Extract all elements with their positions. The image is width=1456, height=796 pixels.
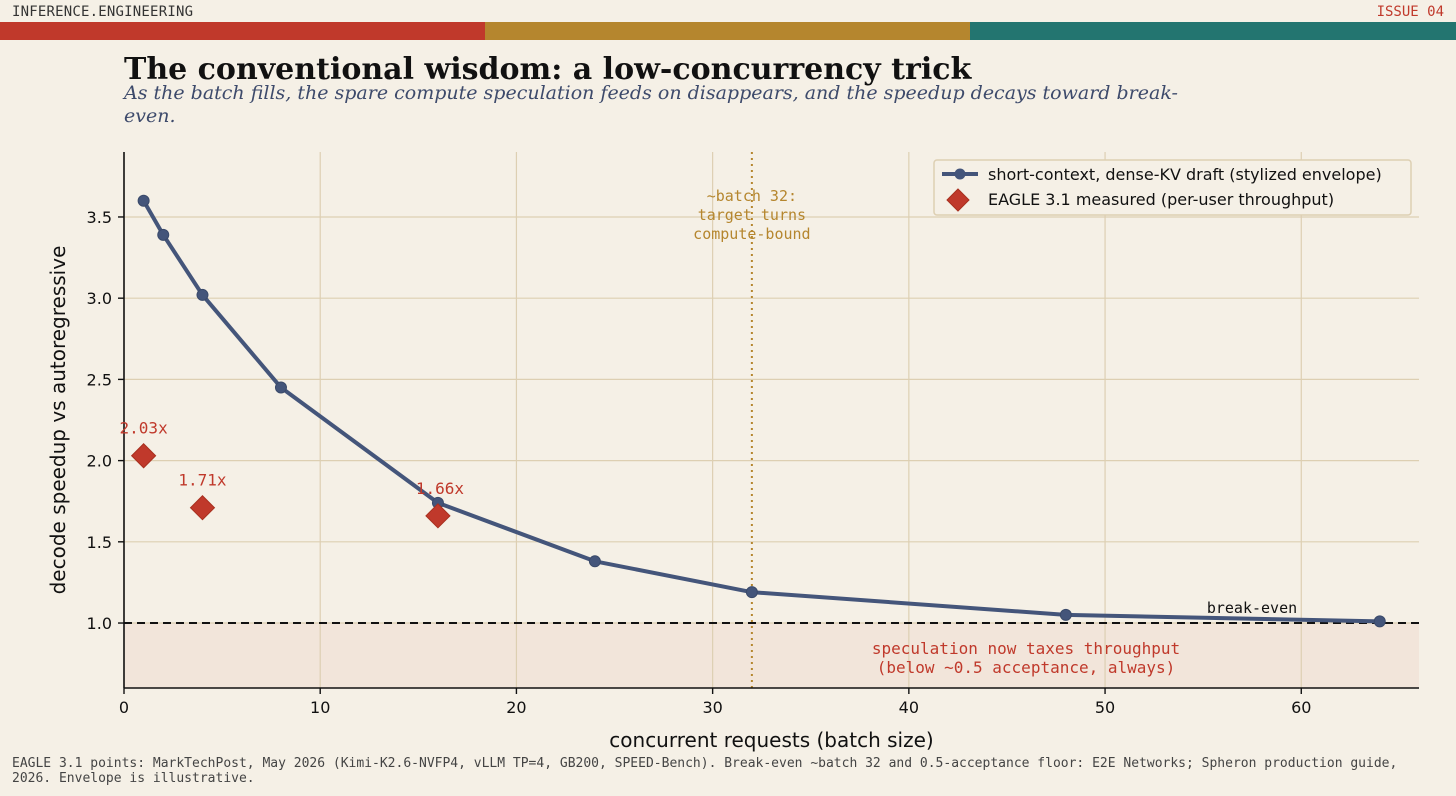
- y-tick-label: 1.0: [87, 614, 112, 633]
- chart-title: The conventional wisdom: a low-concurren…: [124, 52, 972, 87]
- x-tick-label: 30: [702, 698, 722, 717]
- legend-line-marker: [954, 168, 966, 180]
- legend-box: [933, 159, 1412, 216]
- chart-subtitle: As the batch fills, the spare compute sp…: [124, 82, 1178, 127]
- x-tick-label: 0: [119, 698, 129, 717]
- site-name: INFERENCE.ENGINEERING: [12, 4, 194, 20]
- issue-label: ISSUE 04: [1376, 4, 1444, 20]
- break-even-label: break-even: [1207, 599, 1297, 617]
- eagle-point-label: 2.03x: [120, 419, 169, 438]
- compute-bound-label: target turns: [698, 206, 806, 224]
- compute-bound-label: ~batch 32:: [707, 187, 797, 205]
- envelope-point: [274, 381, 287, 394]
- eagle-point-label: 1.71x: [178, 471, 227, 490]
- source-footnote: EAGLE 3.1 points: MarkTechPost, May 2026…: [12, 756, 1398, 786]
- eagle-measured-point: [425, 503, 451, 529]
- color-band-teal: [970, 22, 1456, 40]
- legend-diamond-swatch: [946, 188, 970, 212]
- x-tick-label: 50: [1095, 698, 1115, 717]
- envelope-point: [157, 228, 170, 241]
- below-break-even-label: speculation now taxes throughput: [872, 639, 1180, 658]
- color-band-red: [0, 22, 485, 40]
- below-break-even-region: [124, 623, 1419, 688]
- envelope-point: [588, 555, 601, 568]
- below-break-even-label: (below ~0.5 acceptance, always): [877, 658, 1176, 677]
- y-tick-label: 3.0: [87, 289, 112, 308]
- legend-entry-envelope: short-context, dense-KV draft (stylized …: [988, 165, 1382, 184]
- envelope-point: [745, 586, 758, 599]
- envelope-point: [1059, 608, 1072, 621]
- x-tick-label: 40: [899, 698, 919, 717]
- color-band-gold: [485, 22, 970, 40]
- eagle-measured-point: [130, 443, 157, 469]
- x-tick-label: 20: [506, 698, 526, 717]
- x-tick-label: 10: [310, 698, 330, 717]
- y-tick-label: 3.5: [87, 208, 112, 227]
- y-tick-label: 2.0: [87, 452, 112, 471]
- eagle-measured-point: [189, 495, 216, 521]
- y-axis-label: decode speedup vs autoregressive: [46, 246, 70, 595]
- envelope-point: [137, 194, 150, 207]
- envelope-series-line: [141, 199, 1380, 624]
- x-tick-label: 60: [1291, 698, 1311, 717]
- eagle-point-label: 1.66x: [416, 479, 465, 498]
- envelope-point: [1373, 615, 1386, 628]
- y-tick-label: 1.5: [87, 533, 112, 552]
- envelope-point: [196, 288, 209, 301]
- x-axis-label: concurrent requests (batch size): [609, 728, 933, 752]
- compute-bound-label: compute-bound: [693, 225, 810, 243]
- y-tick-label: 2.5: [87, 370, 112, 389]
- legend-entry-eagle: EAGLE 3.1 measured (per-user throughput): [988, 190, 1334, 209]
